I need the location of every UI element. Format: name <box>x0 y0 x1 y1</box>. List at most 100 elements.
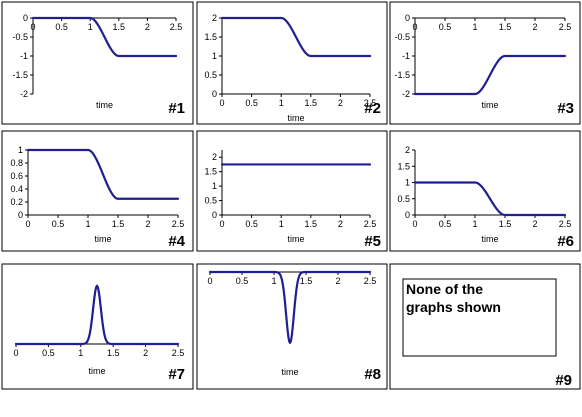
panel-6: 2 1.5 1 0.5 00 0.5 1 1.5 2 2.5 time #6 <box>389 130 581 252</box>
y-tick-label: 1 <box>212 51 217 61</box>
x-tick-label: 1 <box>472 22 477 32</box>
x-axis-label: time <box>281 367 298 377</box>
panel-2-frame <box>196 1 388 125</box>
x-tick-label: 2.5 <box>559 22 572 32</box>
y-tick-label: 1.5 <box>204 167 217 177</box>
y-tick-label: 0.6 <box>10 171 23 181</box>
x-tick-label: 0 <box>219 98 224 108</box>
panel-8: 0 0.5 1 1.5 2 2.5 time #8 <box>196 263 388 390</box>
panel-7-frame <box>1 263 194 390</box>
x-tick-label: 2.5 <box>364 98 377 108</box>
series-line <box>31 16 178 58</box>
y-tick-label: 0 <box>18 210 23 220</box>
x-tick-label: 0 <box>219 219 224 229</box>
series-line <box>14 284 180 346</box>
series-line <box>413 54 567 96</box>
y-tick-label: 0.5 <box>204 70 217 80</box>
x-axis-label: time <box>96 100 113 110</box>
y-tick-label: -0.5 <box>394 32 410 42</box>
panel-number-8: #8 <box>364 366 381 383</box>
panel-9: None of the graphs shown #9 <box>389 263 581 390</box>
y-tick-label: 0 <box>405 210 410 220</box>
y-tick-label: 2 <box>212 13 217 23</box>
y-tick-label: -1 <box>402 51 410 61</box>
x-tick-label: 1.5 <box>113 22 126 32</box>
y-tick-label: -1 <box>20 51 28 61</box>
y-tick-label: 0 <box>405 13 410 23</box>
y-tick-label: 1.5 <box>204 32 217 42</box>
y-tick-label: -1.5 <box>12 70 28 80</box>
y-tick-label: 1 <box>405 178 410 188</box>
x-tick-label: 1 <box>472 219 477 229</box>
x-tick-label: 2 <box>143 348 148 358</box>
x-tick-label: 0 <box>207 276 212 286</box>
y-tick-label: 0 <box>212 89 217 99</box>
y-tick-label: 1 <box>18 145 23 155</box>
x-tick-label: 0.5 <box>236 276 249 286</box>
y-tick-label: 0.5 <box>204 196 217 206</box>
x-tick-label: 0.5 <box>55 22 68 32</box>
y-tick-label: 0.4 <box>10 184 23 194</box>
x-tick-label: 2 <box>145 22 150 32</box>
x-tick-label: 0.5 <box>245 219 258 229</box>
y-tick-label: -1.5 <box>394 70 410 80</box>
panel-7: 0 0.5 1 1.5 2 2.5 time #7 <box>1 263 194 390</box>
x-tick-label: 2 <box>338 98 343 108</box>
x-tick-label: 2 <box>338 219 343 229</box>
y-tick-label: 2 <box>405 145 410 155</box>
y-tick-label: 1 <box>212 181 217 191</box>
x-tick-label: 0 <box>25 219 30 229</box>
x-tick-label: 2 <box>532 22 537 32</box>
y-tick-label: 0 <box>23 13 28 23</box>
x-tick-label: 1 <box>279 219 284 229</box>
y-tick-label: 0.5 <box>397 194 410 204</box>
x-tick-label: 2 <box>145 219 150 229</box>
x-tick-label: 1.5 <box>499 22 512 32</box>
x-tick-label: 2 <box>532 219 537 229</box>
panel-number-5: #5 <box>364 233 381 250</box>
x-tick-label: 1 <box>85 219 90 229</box>
series-line <box>413 181 567 217</box>
x-tick-label: 1.5 <box>305 98 318 108</box>
y-tick-label: -2 <box>20 89 28 99</box>
panel-5: 2 1.5 1 0.5 00 0.5 1 1.5 2 2.5 time #5 <box>196 130 388 252</box>
y-tick-label: 0.2 <box>10 197 23 207</box>
x-tick-label: 1 <box>279 98 284 108</box>
panel-5-frame <box>196 130 388 252</box>
series-line <box>220 16 372 58</box>
panel-number-2: #2 <box>364 100 381 117</box>
y-tick-label: 0.8 <box>10 158 23 168</box>
y-tick-label: 2 <box>212 152 217 162</box>
x-tick-label: 1.5 <box>305 219 318 229</box>
x-axis-label: time <box>481 234 498 244</box>
y-tick-label: 0 <box>212 210 217 220</box>
x-tick-label: 1.5 <box>300 276 313 286</box>
x-axis-label: time <box>287 113 304 123</box>
panel-number-7: #7 <box>168 366 185 383</box>
panel-number-9: #9 <box>555 372 572 389</box>
x-tick-label: 2.5 <box>364 219 377 229</box>
x-tick-label: 1 <box>78 348 83 358</box>
x-tick-label: 2.5 <box>170 22 183 32</box>
x-tick-label: 0.5 <box>439 22 452 32</box>
x-tick-label: 0.5 <box>52 219 65 229</box>
x-tick-label: 1.5 <box>107 348 120 358</box>
panel-3-frame <box>389 1 581 125</box>
x-axis-label: time <box>287 234 304 244</box>
x-tick-label: 0 <box>412 22 417 32</box>
none-text-line-1: None of the <box>406 281 483 297</box>
x-axis-label: time <box>94 234 111 244</box>
x-tick-label: 2 <box>335 276 340 286</box>
x-tick-label: 2.5 <box>364 276 377 286</box>
x-tick-label: 0 <box>13 348 18 358</box>
x-axis-label: time <box>88 366 105 376</box>
x-tick-label: 2.5 <box>172 348 185 358</box>
x-tick-label: 1.5 <box>112 219 125 229</box>
x-tick-label: 1 <box>88 22 93 32</box>
x-tick-label: 1 <box>271 276 276 286</box>
y-tick-label: -2 <box>402 89 410 99</box>
panel-4: 1 0.8 0.6 0.4 0.2 00 0.5 1 1.5 2 2.5 time #4 <box>1 130 194 252</box>
